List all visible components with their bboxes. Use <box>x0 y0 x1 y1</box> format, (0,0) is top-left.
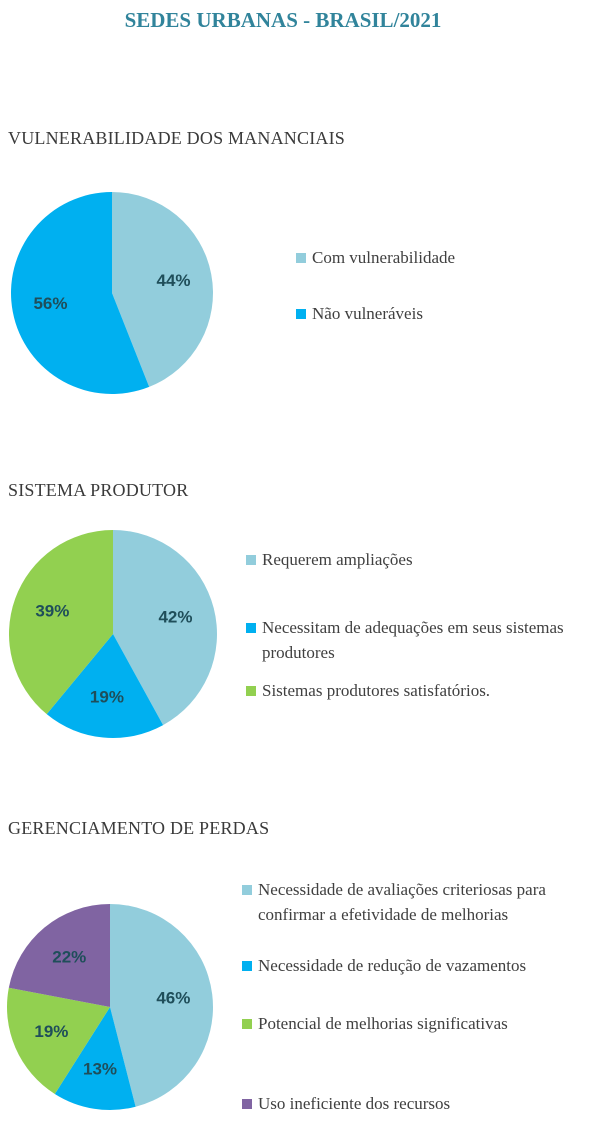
legend-item: Necessidade de avaliações criteriosas pa… <box>242 877 548 927</box>
pie-slice <box>110 904 213 1107</box>
legend-swatch <box>296 309 306 319</box>
legend-swatch <box>246 555 256 565</box>
legend-swatch <box>242 1019 252 1029</box>
legend-item: Potencial de melhorias significativas <box>242 1011 548 1036</box>
pie-slice <box>8 904 110 1007</box>
pie-slice <box>9 530 113 715</box>
legend-item: Sistemas produtores satisfatórios. <box>246 678 598 703</box>
data-label: 22% <box>52 947 86 966</box>
data-label: 19% <box>34 1022 68 1041</box>
section-title: VULNERABILIDADE DOS MANANCIAIS <box>8 128 345 148</box>
legend-item: Necessidade de redução de vazamentos <box>242 953 548 978</box>
legend-item: Não vulneráveis <box>296 301 592 326</box>
pie-slice <box>6 987 110 1094</box>
legend-swatch <box>246 686 256 696</box>
pie-slice <box>113 530 217 726</box>
legend-swatch <box>296 253 306 263</box>
data-label: 39% <box>35 602 69 621</box>
legend-swatch <box>246 623 256 633</box>
data-label: 13% <box>83 1060 117 1079</box>
legend-item: Necessitam de adequações em seus sistema… <box>246 615 598 665</box>
legend-swatch <box>242 1099 252 1109</box>
legend-item: Uso ineficiente dos recursos <box>242 1091 548 1116</box>
data-label: 42% <box>158 607 192 626</box>
legend-item: Com vulnerabilidade <box>296 245 592 270</box>
legend-swatch <box>242 961 252 971</box>
data-label: 44% <box>156 271 190 290</box>
page-title: SEDES URBANAS - BRASIL/2021 <box>124 8 442 32</box>
pie-slice <box>112 191 214 387</box>
data-label: 56% <box>33 294 67 313</box>
legend-swatch <box>242 885 252 895</box>
pie-slice <box>46 634 164 738</box>
section-title: SISTEMA PRODUTOR <box>8 480 189 500</box>
section-title: GERENCIAMENTO DE PERDAS <box>8 818 270 838</box>
data-label: 19% <box>90 688 124 707</box>
pie-slice <box>54 1007 136 1110</box>
data-label: 46% <box>156 988 190 1007</box>
legend-item: Requerem ampliações <box>246 547 598 572</box>
pie-slice <box>11 192 150 394</box>
